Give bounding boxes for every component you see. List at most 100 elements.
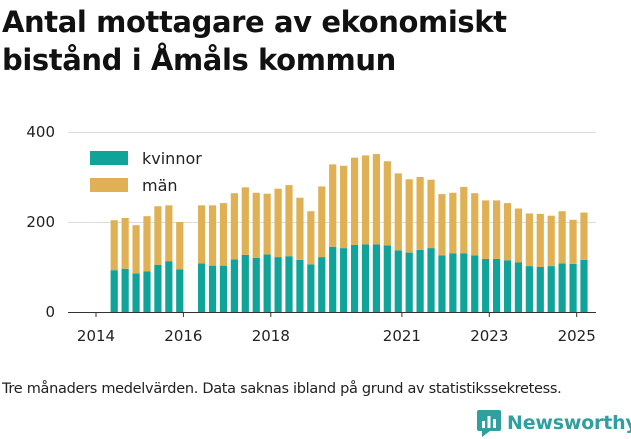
bar-kvinnor (143, 271, 151, 312)
legend-label-man: män (142, 176, 178, 195)
x-axis: 2014 2016 2018 2021 2023 2025 (77, 312, 596, 345)
bar-kvinnor (449, 253, 457, 312)
bar-man (219, 203, 228, 266)
brand-name: Newsworthy (507, 412, 631, 434)
legend-swatch-kvinnor (90, 151, 128, 165)
bar-kvinnor (482, 258, 490, 312)
bar-kvinnor (318, 257, 326, 312)
bar-kvinnor (514, 262, 523, 312)
bar-man (449, 192, 457, 254)
bar-man (416, 177, 424, 250)
bar-man (361, 155, 370, 245)
bar-man (143, 216, 151, 272)
bar-man (110, 220, 118, 271)
bar-kvinnor (274, 257, 282, 312)
x-tick-label: 2021 (383, 327, 421, 345)
bar-kvinnor (121, 268, 129, 312)
bar-man (329, 164, 337, 247)
bar-man (318, 186, 326, 258)
bar-man (154, 206, 162, 265)
bar-kvinnor (263, 254, 271, 312)
bar-man (176, 222, 184, 270)
bar-kvinnor (154, 264, 162, 312)
bar-kvinnor (208, 265, 217, 312)
bar-man (296, 197, 304, 260)
bar-man (121, 217, 129, 269)
bar-man (208, 205, 217, 266)
bar-kvinnor (471, 255, 479, 312)
bar-kvinnor (503, 260, 512, 312)
bar-kvinnor (329, 246, 337, 312)
footnote: Tre månaders medelvärden. Data saknas ib… (2, 381, 562, 397)
bar-man (132, 225, 140, 274)
bar-man (394, 173, 402, 251)
bar-kvinnor (165, 261, 173, 312)
y-tick-label: 0 (45, 303, 55, 321)
bar-kvinnor (416, 249, 424, 312)
bar-man (438, 194, 446, 256)
bar-kvinnor (241, 254, 249, 312)
bar-man (525, 213, 533, 267)
bar-man (165, 205, 173, 262)
chart-title: Antal mottagare av ekonomiskt bistånd i … (2, 5, 507, 77)
bar-man (536, 213, 544, 267)
bar-man (383, 161, 391, 246)
bar-man (285, 185, 293, 257)
bar-man (307, 211, 315, 265)
y-axis: 0 200 400 (26, 123, 55, 321)
bar-man (252, 192, 260, 258)
bar-man (569, 219, 577, 264)
bar-kvinnor (219, 265, 228, 312)
bar-man (241, 187, 249, 255)
bar-kvinnor (296, 259, 304, 312)
bar-man (460, 186, 468, 254)
bar-kvinnor (372, 244, 381, 312)
bar-man (405, 179, 413, 253)
bar-man (372, 154, 381, 245)
bar-kvinnor (230, 259, 238, 312)
bar-kvinnor (492, 258, 501, 312)
bar-man (482, 200, 490, 259)
bar-kvinnor (438, 255, 446, 312)
bar-kvinnor (547, 266, 555, 312)
x-tick-label: 2014 (77, 327, 115, 345)
bar-kvinnor (350, 244, 359, 312)
bar-man (350, 157, 359, 245)
y-tick-label: 400 (26, 123, 55, 141)
bar-man (471, 193, 479, 256)
x-tick-label: 2018 (252, 327, 290, 345)
bar-kvinnor (558, 263, 566, 312)
bar-man (340, 165, 348, 249)
bar-man (492, 200, 501, 259)
legend-swatch-man (90, 178, 128, 192)
bar-man (427, 179, 435, 249)
bar-man (263, 193, 271, 255)
bar-man (547, 215, 555, 267)
bar-kvinnor (307, 264, 315, 312)
bar-kvinnor (198, 263, 206, 312)
bar-kvinnor (405, 252, 413, 312)
bar-kvinnor (252, 258, 260, 312)
bar-kvinnor (285, 256, 293, 312)
legend: kvinnor män (90, 149, 202, 195)
bar-kvinnor (536, 267, 544, 312)
bar-man (503, 203, 512, 261)
bars (110, 154, 588, 312)
bar-man (514, 208, 523, 263)
x-tick-label: 2023 (470, 327, 508, 345)
bar-chart-logo-icon (477, 410, 501, 437)
bar-kvinnor (383, 245, 391, 312)
x-tick-label: 2025 (558, 327, 596, 345)
bar-man (274, 188, 282, 258)
bar-kvinnor (394, 250, 402, 312)
bar-kvinnor (569, 263, 577, 312)
y-tick-label: 200 (26, 213, 55, 231)
x-tick-label: 2016 (164, 327, 202, 345)
bar-kvinnor (176, 269, 184, 312)
bar-man (558, 211, 566, 264)
bar-kvinnor (580, 259, 588, 312)
brand-logo[interactable]: Newsworthy (476, 408, 631, 438)
bar-kvinnor (340, 248, 348, 312)
bar-kvinnor (427, 248, 435, 312)
